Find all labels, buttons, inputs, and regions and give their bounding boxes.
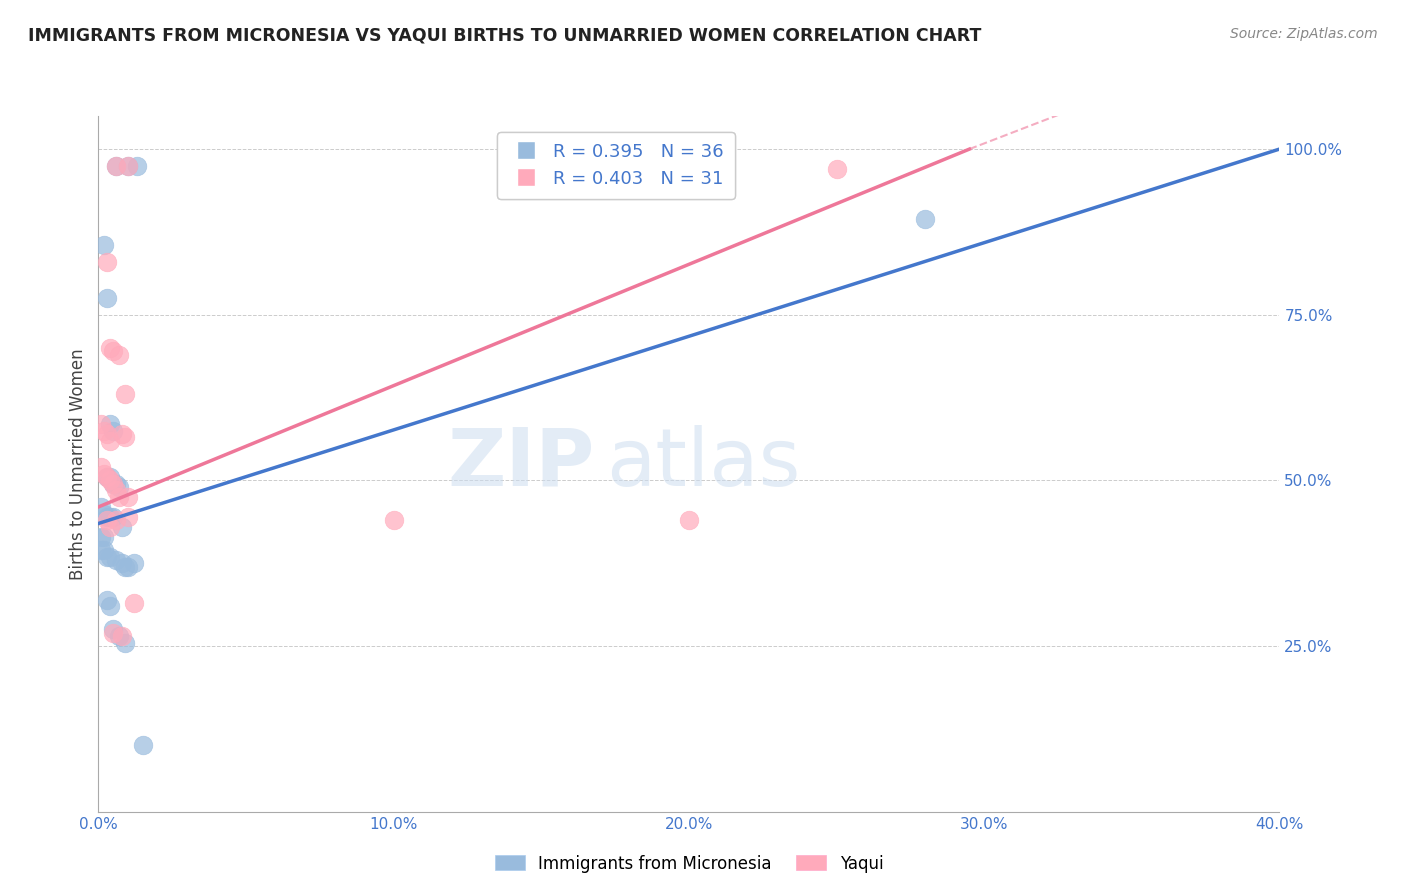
Point [90,543,112,558]
Point [96,254,118,268]
Point [122,596,145,610]
Y-axis label: Births to Unmarried Women: Births to Unmarried Women [69,348,87,580]
Point [108,490,131,504]
Point [96,549,118,564]
Point [98,434,121,448]
Point [117,159,139,173]
Point [96,470,118,484]
Point [96,427,118,442]
Point [114,559,136,574]
Point [98,549,121,564]
Point [96,513,118,527]
Point [114,387,136,401]
Point [108,480,131,494]
Point [105,553,128,567]
Text: Source: ZipAtlas.com: Source: ZipAtlas.com [1230,27,1378,41]
Point [103,623,125,637]
Point [90,500,112,514]
Point [98,509,121,524]
Point [93,530,115,544]
Point [90,460,112,475]
Point [93,507,115,521]
Point [93,238,115,252]
Point [111,556,134,570]
Point [105,513,128,527]
Point [105,159,128,173]
Point [114,636,136,650]
Point [103,424,125,438]
Point [96,291,118,305]
Point [117,159,139,173]
Point [111,520,134,534]
Point [96,592,118,607]
Point [678,513,700,527]
Point [93,467,115,481]
Point [90,530,112,544]
Point [93,543,115,558]
Text: ZIP: ZIP [447,425,595,503]
Point [382,513,405,527]
Point [114,430,136,444]
Point [117,509,139,524]
Point [98,474,121,488]
Legend: R = 0.395   N = 36, R = 0.403   N = 31: R = 0.395 N = 36, R = 0.403 N = 31 [498,132,734,199]
Point [132,739,155,753]
Point [98,417,121,431]
Point [111,427,134,442]
Point [122,556,145,570]
Point [111,629,134,643]
Point [103,625,125,640]
Text: IMMIGRANTS FROM MICRONESIA VS YAQUI BIRTHS TO UNMARRIED WOMEN CORRELATION CHART: IMMIGRANTS FROM MICRONESIA VS YAQUI BIRT… [28,27,981,45]
Point [108,347,131,361]
Point [98,341,121,355]
Point [98,470,121,484]
Point [103,509,125,524]
Point [117,490,139,504]
Point [105,159,128,173]
Point [825,161,848,176]
Point [90,417,112,431]
Point [103,476,125,491]
Text: atlas: atlas [606,425,800,503]
Legend: Immigrants from Micronesia, Yaqui: Immigrants from Micronesia, Yaqui [488,848,890,880]
Point [98,599,121,614]
Point [96,509,118,524]
Point [117,559,139,574]
Point [98,520,121,534]
Point [93,424,115,438]
Point [125,159,148,173]
Point [105,476,128,491]
Point [105,483,128,498]
Point [103,344,125,359]
Point [96,470,118,484]
Point [108,629,131,643]
Point [103,476,125,491]
Point [914,211,936,226]
